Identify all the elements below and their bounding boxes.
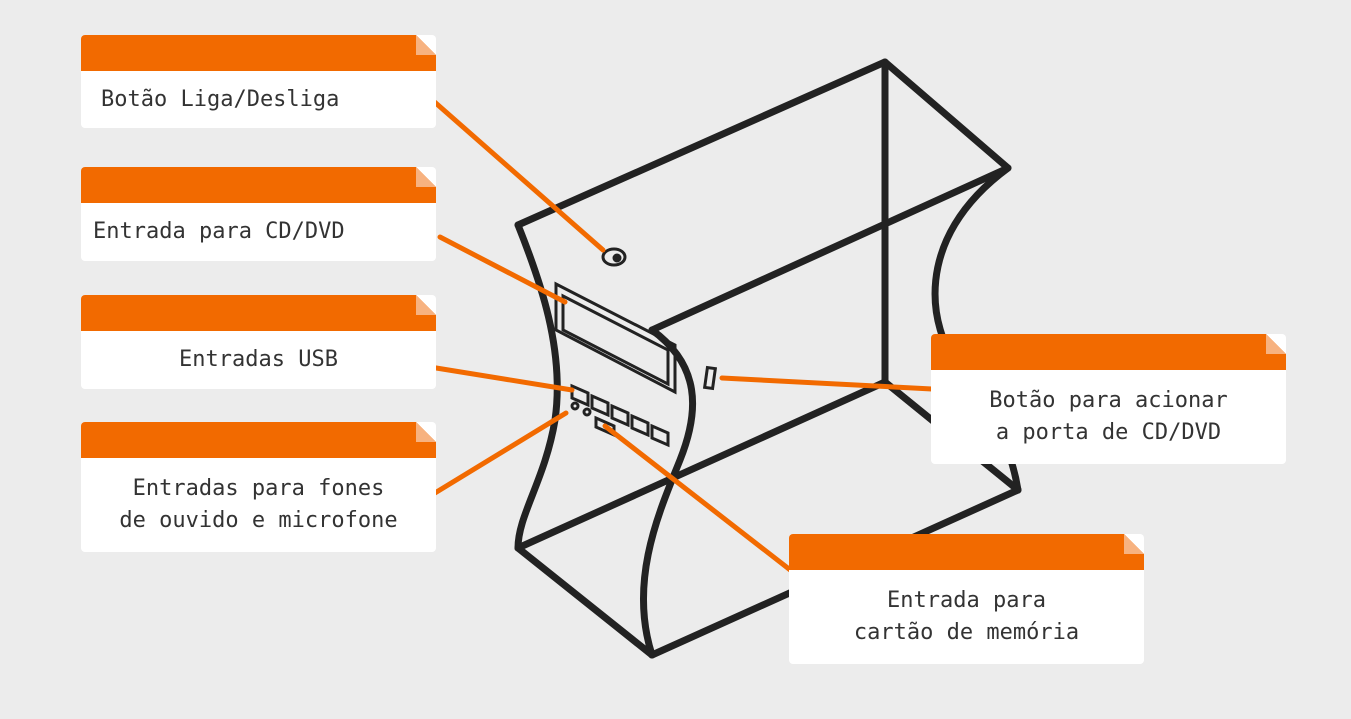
label-card-reader-line-1: Entrada para <box>887 588 1046 614</box>
label-audio-jacks-line-2: de ouvido e microfone <box>119 508 398 533</box>
power-button-icon <box>601 247 627 267</box>
leader-cd-dvd-drive <box>437 234 568 305</box>
cd-dvd-drive-icon <box>554 281 677 395</box>
label-cd-dvd-drive: Entrada para CD/DVD <box>81 167 436 261</box>
label-eject-button-line-1: Botão para acionar <box>989 388 1228 414</box>
label-power-button: Botão Liga/Desliga <box>81 35 436 128</box>
tower-front-left-edge <box>514 221 561 552</box>
label-audio-jacks-line-1: Entradas para fones <box>132 476 385 502</box>
usb-ports-icon <box>570 383 670 448</box>
front-panel-components <box>554 247 718 448</box>
tower-front-bottom-edge <box>514 544 656 659</box>
label-card-reader: Entrada para cartão de memória <box>789 534 1144 664</box>
leader-audio-jacks <box>427 410 569 499</box>
tower-bottom-back-left-edge <box>514 378 889 552</box>
audio-jacks-icon <box>570 401 592 417</box>
label-eject-button-line-2: a porta de CD/DVD <box>995 420 1222 445</box>
leader-usb-ports <box>427 364 575 393</box>
label-eject-button: Botão para acionar a porta de CD/DVD <box>931 334 1286 464</box>
leader-eject-button <box>719 375 935 392</box>
label-audio-jacks: Entradas para fones de ouvido e microfon… <box>81 422 436 552</box>
tower-front-right-edge <box>639 326 697 659</box>
eject-button-icon <box>702 365 718 391</box>
tower-top-face <box>514 58 1012 334</box>
label-cd-dvd-drive-text: Entrada para CD/DVD <box>93 219 345 245</box>
label-power-button-text: Botão Liga/Desliga <box>101 86 340 112</box>
label-usb-ports-text: Entradas USB <box>179 347 338 373</box>
leader-power-button <box>427 95 606 253</box>
leader-lines <box>427 95 935 579</box>
label-usb-ports: Entradas USB <box>81 295 436 389</box>
label-card-reader-line-2: cartão de memória <box>853 620 1080 645</box>
leader-card-reader <box>602 423 801 579</box>
